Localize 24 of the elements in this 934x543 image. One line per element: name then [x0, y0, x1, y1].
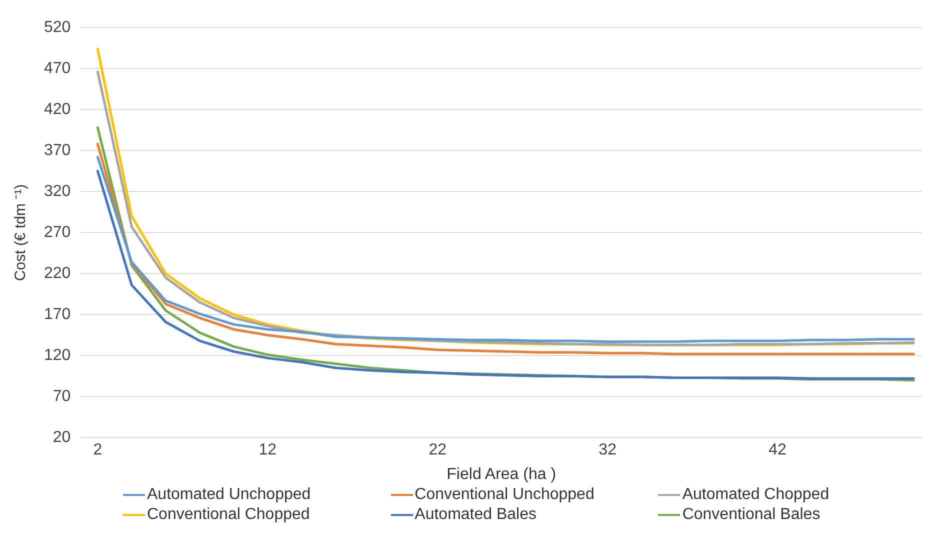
y-tick-label: 420 — [44, 101, 71, 118]
y-tick-label: 70 — [52, 388, 71, 406]
y-tick-label: 320 — [44, 183, 71, 200]
legend-label: Conventional Chopped — [147, 506, 310, 524]
y-tick-label: 520 — [44, 19, 71, 36]
y-tick-label: 270 — [44, 224, 71, 242]
y-axis-title: Cost (€ tdm ⁻¹) — [12, 184, 30, 281]
y-tick-label: 370 — [44, 142, 71, 160]
x-tick-label: 42 — [768, 442, 787, 459]
y-tick-label: 220 — [44, 265, 71, 282]
y-tick-label: 20 — [52, 429, 71, 446]
x-axis-title: Field Area (ha ) — [446, 466, 556, 483]
y-tick-label: 470 — [44, 60, 71, 78]
x-tick-label: 22 — [428, 442, 447, 459]
legend-label: Automated Bales — [414, 506, 537, 524]
y-tick-label: 170 — [44, 306, 71, 324]
legend-label: Conventional Unchopped — [414, 486, 594, 504]
x-tick-label: 2 — [93, 442, 102, 459]
legend-label: Automated Chopped — [682, 486, 830, 504]
x-tick-label: 12 — [258, 442, 277, 459]
y-tick-label: 120 — [44, 347, 71, 364]
legend-label: Automated Unchopped — [147, 486, 311, 504]
x-tick-label: 32 — [598, 442, 617, 459]
legend-label: Conventional Bales — [682, 506, 820, 524]
